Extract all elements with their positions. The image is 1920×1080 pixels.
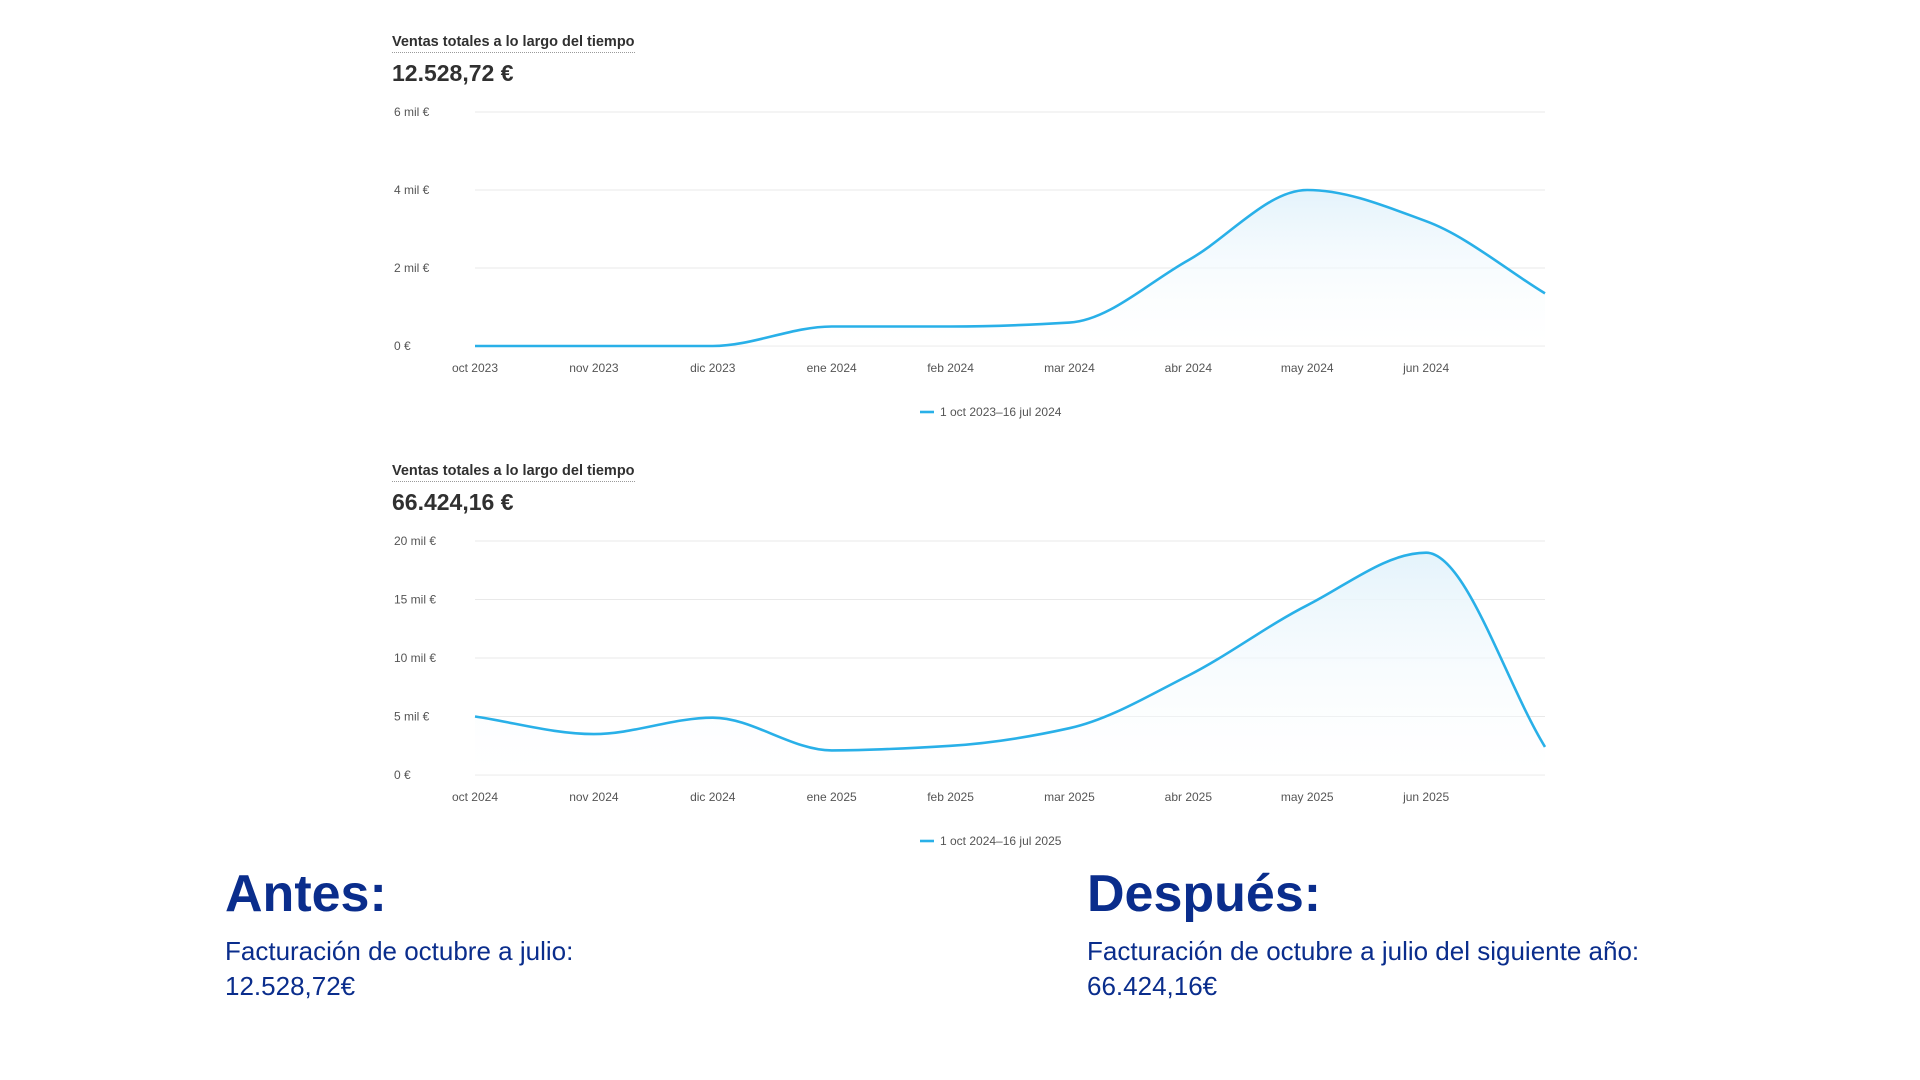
y-tick-label: 5 mil € bbox=[394, 710, 430, 724]
x-tick-label: abr 2025 bbox=[1165, 790, 1213, 804]
chart-panel-before: Ventas totales a lo largo del tiempo 12.… bbox=[380, 34, 1560, 454]
x-tick-label: dic 2023 bbox=[690, 361, 736, 375]
legend-label: 1 oct 2024–16 jul 2025 bbox=[940, 834, 1062, 848]
caption-text: Facturación de octubre a julio: bbox=[225, 936, 574, 966]
series-line bbox=[474, 551, 1547, 752]
y-tick-label: 0 € bbox=[394, 339, 411, 353]
x-tick-label: nov 2023 bbox=[569, 361, 619, 375]
caption-amount: 12.528,72€ bbox=[225, 971, 356, 1001]
x-tick-label: oct 2023 bbox=[452, 361, 498, 375]
sales-chart-after: 0 € 5 mil € 10 mil € 15 mil € 20 mil € oct 20… bbox=[394, 534, 1547, 848]
x-tick-label: may 2025 bbox=[1281, 790, 1334, 804]
caption-text: Facturación de octubre a julio del sigui… bbox=[1087, 936, 1640, 966]
x-tick-label: ene 2024 bbox=[807, 361, 857, 375]
caption-heading: Antes: bbox=[225, 865, 387, 923]
x-tick-label: mar 2025 bbox=[1044, 790, 1095, 804]
x-tick-label: ene 2025 bbox=[807, 790, 857, 804]
caption-heading: Después: bbox=[1087, 865, 1322, 923]
x-tick-label: mar 2024 bbox=[1044, 361, 1095, 375]
y-tick-label: 2 mil € bbox=[394, 261, 430, 275]
y-tick-label: 10 mil € bbox=[394, 651, 436, 665]
chart-total: 12.528,72 € bbox=[392, 60, 514, 86]
series-area bbox=[475, 552, 1545, 775]
y-tick-label: 4 mil € bbox=[394, 183, 430, 197]
x-tick-label: abr 2024 bbox=[1165, 361, 1213, 375]
caption-before: Antes: Facturación de octubre a julio: 1… bbox=[225, 868, 573, 1004]
series-line bbox=[474, 188, 1546, 348]
sales-chart-before: 0 € 2 mil € 4 mil € 6 mil € oct 2023 nov 2023… bbox=[394, 105, 1546, 419]
x-tick-label: feb 2025 bbox=[927, 790, 974, 804]
x-tick-label: jun 2024 bbox=[1402, 361, 1449, 375]
x-tick-label: nov 2024 bbox=[569, 790, 619, 804]
y-tick-label: 6 mil € bbox=[394, 105, 430, 119]
x-tick-label: jun 2025 bbox=[1402, 790, 1449, 804]
caption-after: Después: Facturación de octubre a julio … bbox=[1087, 868, 1639, 1004]
x-tick-label: oct 2024 bbox=[452, 790, 498, 804]
y-tick-label: 20 mil € bbox=[394, 534, 436, 548]
y-tick-label: 0 € bbox=[394, 768, 411, 782]
x-tick-label: feb 2024 bbox=[927, 361, 974, 375]
chart-title: Ventas totales a lo largo del tiempo bbox=[392, 463, 635, 482]
x-tick-label: dic 2024 bbox=[690, 790, 736, 804]
series-area bbox=[475, 190, 1545, 346]
chart-total: 66.424,16 € bbox=[392, 489, 514, 515]
chart-title: Ventas totales a lo largo del tiempo bbox=[392, 34, 635, 53]
legend-label: 1 oct 2023–16 jul 2024 bbox=[940, 405, 1062, 419]
y-tick-label: 15 mil € bbox=[394, 593, 436, 607]
x-tick-label: may 2024 bbox=[1281, 361, 1334, 375]
caption-amount: 66.424,16€ bbox=[1087, 971, 1218, 1001]
chart-panel-after: Ventas totales a lo largo del tiempo 66.… bbox=[380, 463, 1560, 883]
